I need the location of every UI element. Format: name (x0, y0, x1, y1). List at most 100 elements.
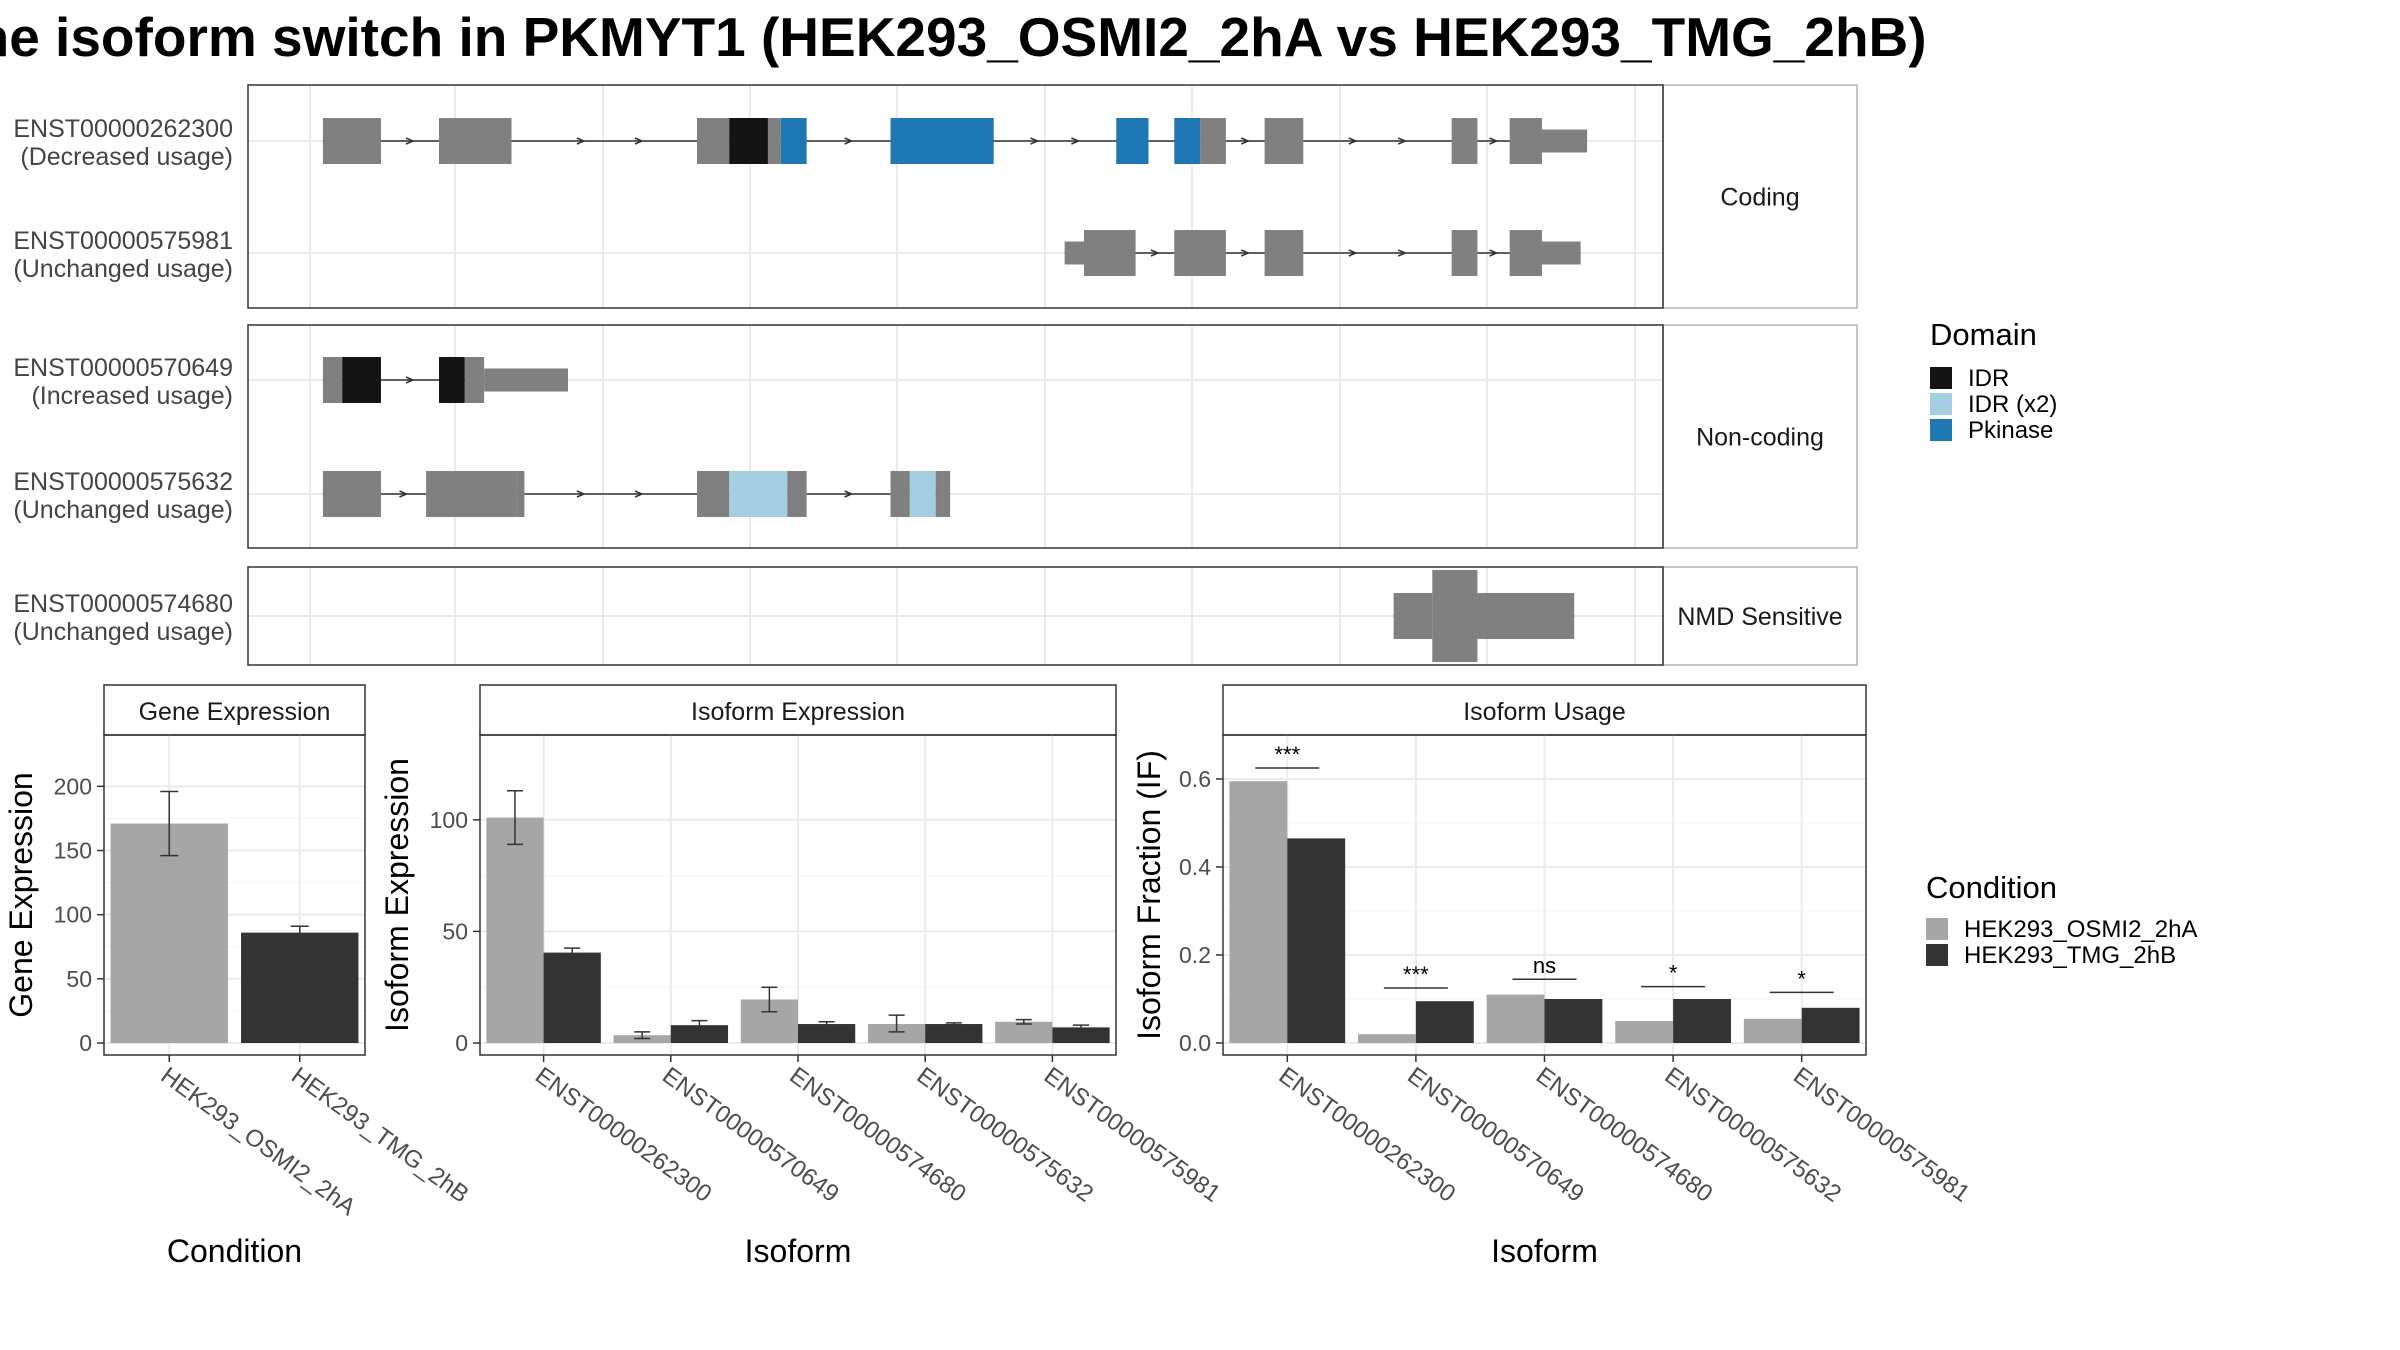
exon-block (890, 118, 994, 164)
y-tick-label: 50 (442, 918, 468, 944)
facet-strip-label: NMD Sensitive (1677, 603, 1842, 631)
exon-block (890, 471, 910, 517)
bar-panel-isoform-expression: Isoform Expression050100ENST00000262300E… (379, 684, 1225, 1269)
isoform-id-label: ENST00000574680 (13, 590, 233, 618)
isoform-usage-label: (Unchanged usage) (13, 496, 233, 524)
intron-arrow (634, 490, 644, 498)
exon-block (322, 357, 343, 403)
exon-block (697, 118, 730, 164)
intron-arrow (1397, 249, 1408, 257)
bar (486, 817, 544, 1043)
exon-block (697, 471, 730, 517)
exon-block (1509, 230, 1542, 276)
bar (670, 1025, 729, 1043)
exon-block (1264, 118, 1304, 164)
exon-block (426, 471, 517, 517)
significance-label: *** (1274, 742, 1300, 767)
exon-block (1509, 593, 1575, 639)
y-tick-label: 0.2 (1179, 942, 1211, 968)
exon-block (1432, 570, 1478, 662)
facet-strip-label: Coding (1720, 184, 1799, 212)
exon-block (322, 471, 381, 517)
y-tick-label: 0.4 (1179, 854, 1211, 880)
bar (1615, 1021, 1674, 1043)
exon-block (1200, 118, 1226, 164)
exon-block (342, 357, 381, 403)
panel-border (1222, 734, 1867, 1056)
isoform-id-label: ENST00000575632 (13, 468, 233, 496)
exon-block (322, 118, 381, 164)
exon-block (1174, 118, 1201, 164)
intron-arrow (1489, 249, 1499, 257)
figure-title: The isoform switch in PKMYT1 (HEK293_OSM… (0, 6, 1927, 68)
y-axis-title: Isoform Expression (379, 758, 415, 1032)
facet-strip (1662, 324, 1858, 549)
panel-strip (103, 684, 366, 736)
bar (1052, 1027, 1110, 1043)
y-tick-label: 0.6 (1179, 766, 1211, 792)
isoform-track (322, 357, 568, 403)
facet-non-coding: Non-coding ENST00000570649(Increased usag… (13, 324, 1858, 549)
facet-strip-label: Non-coding (1696, 424, 1824, 452)
bar (543, 952, 601, 1043)
panel-strip (479, 684, 1117, 736)
bar (1544, 999, 1603, 1043)
exon-block (935, 471, 943, 517)
panel-strip-label: Gene Expression (139, 698, 331, 726)
panel-border (103, 734, 366, 1056)
exon-block (1064, 241, 1084, 265)
exon-block (780, 118, 807, 164)
panel-border (479, 734, 1117, 1056)
exon-block (1264, 230, 1304, 276)
bar (995, 1021, 1053, 1043)
exon-block (439, 357, 465, 403)
intron-arrow (576, 490, 586, 498)
exon-block (503, 118, 512, 164)
exon-block (1084, 230, 1136, 276)
exon-block (1541, 129, 1588, 153)
exon-block (1174, 230, 1226, 276)
bar (1743, 1018, 1802, 1043)
intron-arrow (1150, 249, 1160, 257)
isoform-track (1064, 230, 1581, 276)
exon-block (439, 118, 504, 164)
intron-arrow (1348, 249, 1358, 257)
y-tick-label: 0.0 (1179, 1030, 1211, 1056)
x-axis-title: Isoform (745, 1233, 852, 1269)
exon-block (942, 471, 951, 517)
facet-border (247, 324, 1664, 549)
expression-bar-panels: Gene Expression050100150200HEK293_OSMI2_… (3, 684, 1975, 1269)
isoform-id-label: ENST00000575981 (13, 227, 233, 255)
y-tick-label: 0 (455, 1030, 468, 1056)
exon-block (1451, 230, 1478, 276)
y-tick-label: 100 (430, 807, 468, 833)
intron-arrow (405, 376, 415, 384)
exon-block (1393, 593, 1433, 639)
legend-swatch (1926, 918, 1948, 940)
intron-arrow (1489, 137, 1499, 145)
legend-label: HEK293_OSMI2_2hA (1964, 916, 2197, 943)
significance-label: * (1797, 966, 1806, 991)
y-tick-label: 100 (54, 902, 92, 928)
bar (1415, 1001, 1474, 1043)
bar (1673, 999, 1731, 1043)
exon-block (1509, 118, 1542, 164)
bar (1486, 994, 1545, 1043)
intron-arrow (634, 137, 644, 145)
bar (241, 932, 359, 1043)
intron-arrow (1071, 137, 1081, 145)
transcript-structure-panel: Coding ENST00000262300(Decreased usage) EN… (13, 84, 1858, 666)
isoform-track (322, 118, 1588, 164)
intron-arrow (1348, 137, 1358, 145)
bar (1229, 781, 1288, 1043)
facet-nmd-sensitive: NMD Sensitive ENST00000574680(Unchanged u… (13, 566, 1858, 666)
isoform-usage-label: (Unchanged usage) (13, 255, 233, 283)
exon-block (909, 471, 936, 517)
isoform-track (322, 471, 951, 517)
bar (110, 823, 228, 1043)
intron-arrow (1030, 137, 1040, 145)
intron-arrow (576, 137, 586, 145)
y-axis-title: Isoform Fraction (IF) (1131, 750, 1167, 1040)
